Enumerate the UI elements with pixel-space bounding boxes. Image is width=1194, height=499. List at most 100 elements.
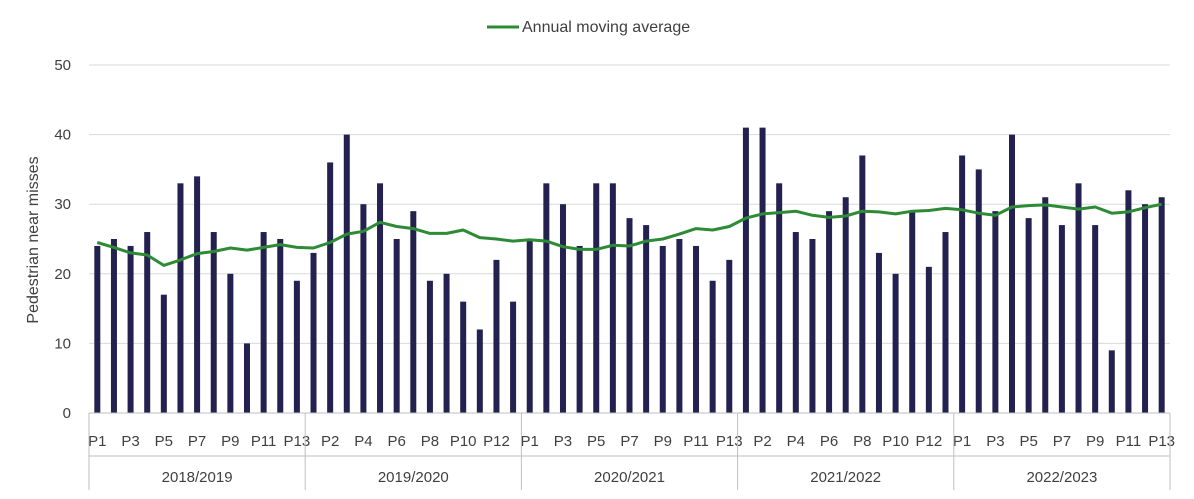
y-tick-label: 20 [54, 266, 71, 283]
x-tick-label: P5 [587, 433, 605, 450]
bar [1108, 350, 1115, 413]
bar [127, 245, 134, 413]
legend-label: Annual moving average [522, 19, 690, 36]
x-tick-label: P13 [284, 433, 311, 450]
x-tick-label: P5 [1019, 433, 1037, 450]
x-tick-label: P9 [1086, 433, 1104, 450]
x-tick-label: P11 [251, 433, 277, 450]
bar [543, 183, 550, 413]
bar [443, 273, 450, 413]
group-label: 2020/2021 [594, 469, 665, 486]
x-tick-label: P4 [787, 433, 805, 450]
bar [460, 301, 467, 413]
bar [792, 232, 799, 413]
bar [410, 211, 417, 413]
bar [277, 239, 284, 413]
bar [626, 218, 633, 413]
bar [975, 169, 982, 413]
bar [742, 127, 749, 413]
bar [859, 155, 866, 414]
bar [1075, 183, 1082, 413]
group-label: 2022/2023 [1026, 469, 1097, 486]
bar [1042, 197, 1049, 413]
bar [110, 239, 117, 413]
x-tick-label: P7 [1053, 433, 1071, 450]
x-tick-label: P1 [521, 433, 539, 450]
group-label: 2018/2019 [162, 469, 233, 486]
x-tick-label: P7 [620, 433, 638, 450]
bar-series [94, 127, 1165, 414]
x-tick-label: P2 [753, 433, 771, 450]
x-tick-label: P12 [483, 433, 510, 450]
x-tick-label: P12 [916, 433, 943, 450]
bar [676, 239, 683, 413]
x-tick-label: P3 [554, 433, 572, 450]
bar [1058, 225, 1065, 413]
x-tick-label: P11 [683, 433, 709, 450]
bar [94, 245, 101, 413]
x-tick-label: P9 [654, 433, 672, 450]
group-label: 2019/2020 [378, 469, 449, 486]
legend: Annual moving average [487, 19, 690, 36]
y-tick-label: 30 [54, 196, 71, 213]
y-axis-label: Pedestrian near misses [25, 156, 42, 323]
bar [826, 211, 833, 413]
bar [144, 232, 151, 413]
bar [909, 211, 916, 413]
bar [593, 183, 600, 413]
bar [493, 259, 500, 413]
x-tick-label: P2 [321, 433, 339, 450]
moving-average-line [96, 202, 1163, 267]
bar [327, 162, 334, 413]
y-axis: 0 10 20 30 40 50 [54, 57, 71, 422]
bar [426, 280, 433, 413]
bar [177, 183, 184, 413]
bar [1125, 190, 1132, 413]
bar [809, 239, 816, 413]
group-label: 2021/2022 [810, 469, 881, 486]
bar [576, 245, 583, 413]
bar [992, 211, 999, 413]
x-tick-label: P11 [1116, 433, 1142, 450]
x-tick-label: P4 [354, 433, 372, 450]
bar [343, 134, 350, 413]
bar [693, 245, 700, 413]
bar [227, 273, 234, 413]
x-tick-label: P9 [221, 433, 239, 450]
x-tick-label: P3 [121, 433, 139, 450]
x-tick-label: P5 [155, 433, 173, 450]
bar [377, 183, 384, 413]
bar [260, 232, 267, 413]
bar [609, 183, 616, 413]
x-tick-label: P10 [450, 433, 477, 450]
gridlines [89, 64, 1170, 344]
bar [1142, 204, 1149, 413]
y-tick-label: 50 [54, 57, 71, 74]
x-tick-label: P1 [953, 433, 971, 450]
y-tick-label: 0 [63, 405, 71, 422]
x-tick-label: P13 [1148, 433, 1175, 450]
bar [942, 232, 949, 413]
y-tick-label: 10 [54, 335, 71, 352]
bar [243, 343, 250, 413]
bar [293, 280, 300, 413]
bar [393, 239, 400, 413]
bar [643, 225, 650, 413]
bar [925, 266, 932, 413]
bar [1025, 218, 1032, 413]
bar [959, 155, 966, 414]
bar [160, 294, 167, 413]
y-tick-label: 40 [54, 127, 71, 144]
bar [1158, 197, 1165, 413]
x-tick-label: P8 [853, 433, 871, 450]
bar [510, 301, 517, 413]
bar [726, 259, 733, 413]
bar [194, 176, 201, 413]
x-tick-label: P3 [986, 433, 1004, 450]
bar [310, 252, 317, 413]
bar [210, 232, 217, 413]
bar [875, 252, 882, 413]
moving-average-series [96, 202, 1163, 267]
bar [709, 280, 716, 413]
